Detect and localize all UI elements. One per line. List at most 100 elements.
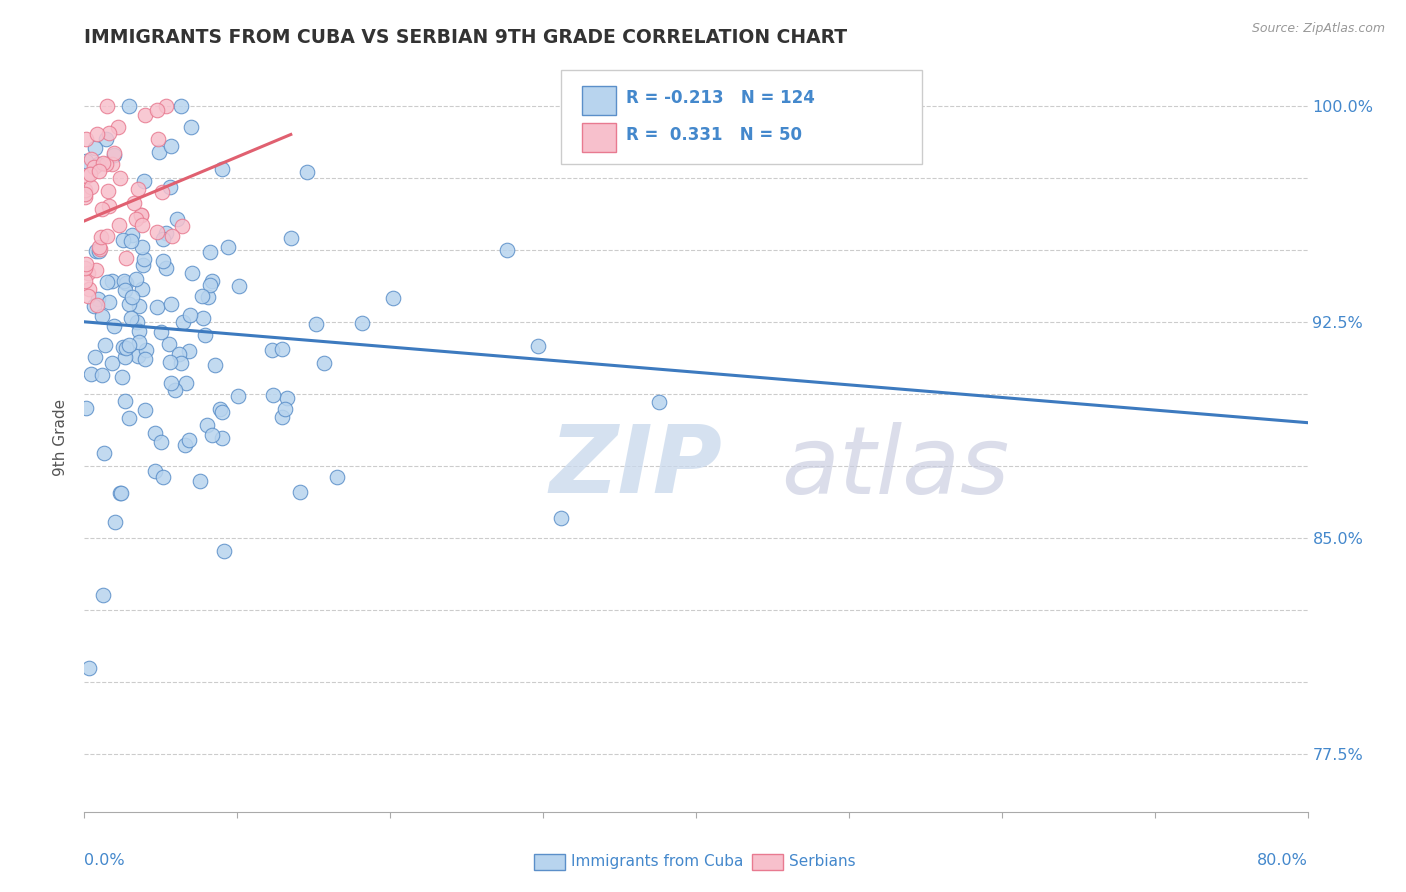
Point: [127, 182, 149, 196]
Point: [90, 230, 112, 244]
Point: [77, 660, 100, 674]
Point: [86, 298, 108, 312]
Point: [160, 229, 183, 244]
Point: [174, 438, 197, 452]
Point: [648, 395, 671, 409]
Text: 80.0%: 80.0%: [1257, 853, 1308, 868]
Point: [382, 291, 405, 305]
Point: [86, 263, 108, 277]
Point: [350, 316, 373, 330]
Text: ZIP: ZIP: [550, 421, 723, 513]
Bar: [582, 86, 616, 114]
Point: [276, 391, 298, 405]
Point: [148, 131, 170, 145]
Text: Immigrants from Cuba: Immigrants from Cuba: [571, 855, 744, 869]
Point: [270, 343, 292, 357]
Point: [134, 403, 156, 417]
Point: [160, 296, 183, 310]
Point: [177, 344, 200, 359]
Point: [191, 289, 214, 303]
Point: [75, 190, 97, 204]
Point: [262, 388, 284, 402]
Point: [112, 340, 135, 354]
Point: [150, 326, 173, 340]
Point: [143, 464, 166, 478]
Point: [274, 402, 297, 417]
Point: [131, 219, 153, 233]
Point: [77, 289, 100, 303]
Point: [120, 235, 142, 249]
Point: [93, 446, 115, 460]
Point: [114, 350, 136, 364]
Point: [217, 240, 239, 254]
Point: [155, 260, 177, 275]
Point: [120, 311, 142, 326]
Point: [112, 234, 135, 248]
Point: [297, 164, 319, 178]
Point: [191, 310, 214, 325]
Point: [96, 275, 118, 289]
Point: [211, 404, 233, 418]
Point: [128, 299, 150, 313]
Point: [75, 131, 97, 145]
Point: [152, 254, 174, 268]
Point: [172, 315, 194, 329]
Point: [157, 337, 180, 351]
Point: [96, 229, 118, 244]
Point: [134, 108, 156, 122]
Point: [107, 218, 129, 232]
Point: [132, 252, 155, 266]
Point: [103, 145, 125, 160]
Point: [143, 425, 166, 440]
Point: [132, 258, 155, 272]
Point: [159, 139, 181, 153]
Point: [204, 359, 226, 373]
Point: [212, 543, 235, 558]
Point: [159, 355, 181, 369]
Point: [118, 98, 141, 112]
Point: [87, 164, 110, 178]
Point: [114, 251, 136, 265]
Point: [115, 276, 138, 290]
Point: [94, 338, 117, 352]
Point: [125, 315, 148, 329]
Point: [132, 174, 155, 188]
Text: R =  0.331   N = 50: R = 0.331 N = 50: [626, 126, 803, 145]
Point: [128, 325, 150, 339]
Point: [145, 103, 167, 118]
Point: [260, 343, 283, 357]
Point: [280, 231, 302, 245]
Point: [80, 368, 103, 382]
Point: [527, 339, 550, 353]
Point: [152, 232, 174, 246]
Point: [101, 274, 124, 288]
Text: atlas: atlas: [782, 422, 1010, 513]
Point: [112, 274, 135, 288]
Point: [107, 120, 129, 135]
Y-axis label: 9th Grade: 9th Grade: [53, 399, 69, 475]
Point: [131, 282, 153, 296]
Point: [89, 242, 111, 256]
Point: [75, 187, 97, 202]
Point: [98, 295, 121, 310]
Point: [150, 186, 173, 200]
Point: [77, 266, 100, 280]
Point: [325, 470, 347, 484]
Point: [83, 160, 105, 174]
Point: [97, 184, 120, 198]
Point: [121, 290, 143, 304]
Point: [271, 409, 294, 424]
Point: [108, 171, 131, 186]
Point: [200, 277, 222, 292]
FancyBboxPatch shape: [561, 70, 922, 163]
Point: [83, 299, 105, 313]
Point: [201, 427, 224, 442]
Point: [146, 300, 169, 314]
Point: [90, 309, 112, 323]
Point: [121, 228, 143, 243]
Point: [149, 434, 172, 449]
Point: [96, 98, 118, 112]
Point: [125, 271, 148, 285]
Point: [80, 152, 103, 166]
Point: [80, 179, 103, 194]
